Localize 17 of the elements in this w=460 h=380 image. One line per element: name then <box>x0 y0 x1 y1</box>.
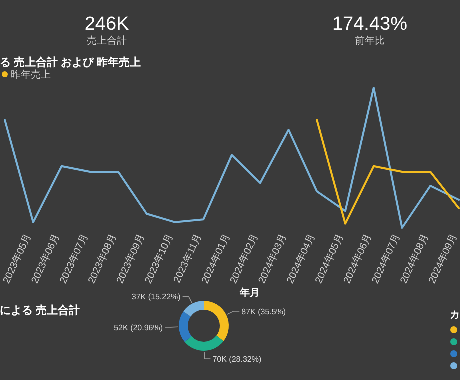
data-label: 70K (28.32%) <box>212 354 262 364</box>
data-label: 52K (20.96%) <box>114 323 164 332</box>
legend-title: カ <box>450 310 460 321</box>
legend-label: 昨年売上 <box>11 69 51 81</box>
text: 174.43% <box>332 14 408 35</box>
data-label: 87K (35.5%) <box>242 307 286 316</box>
donut-slice <box>184 336 224 351</box>
donut-slice <box>184 301 204 317</box>
x-axis-title: 年月 <box>239 287 260 299</box>
chart-title: る 売上合計 および 昨年売上 <box>0 56 142 69</box>
donut-slice <box>204 301 229 342</box>
text: 前年比 <box>355 35 385 47</box>
text: による 売上合計 <box>0 304 80 317</box>
text: 売上合計 <box>87 35 127 47</box>
data-label: 37K (15.22%) <box>132 292 182 302</box>
donut-slice <box>179 312 192 342</box>
text: 246K <box>84 14 130 35</box>
